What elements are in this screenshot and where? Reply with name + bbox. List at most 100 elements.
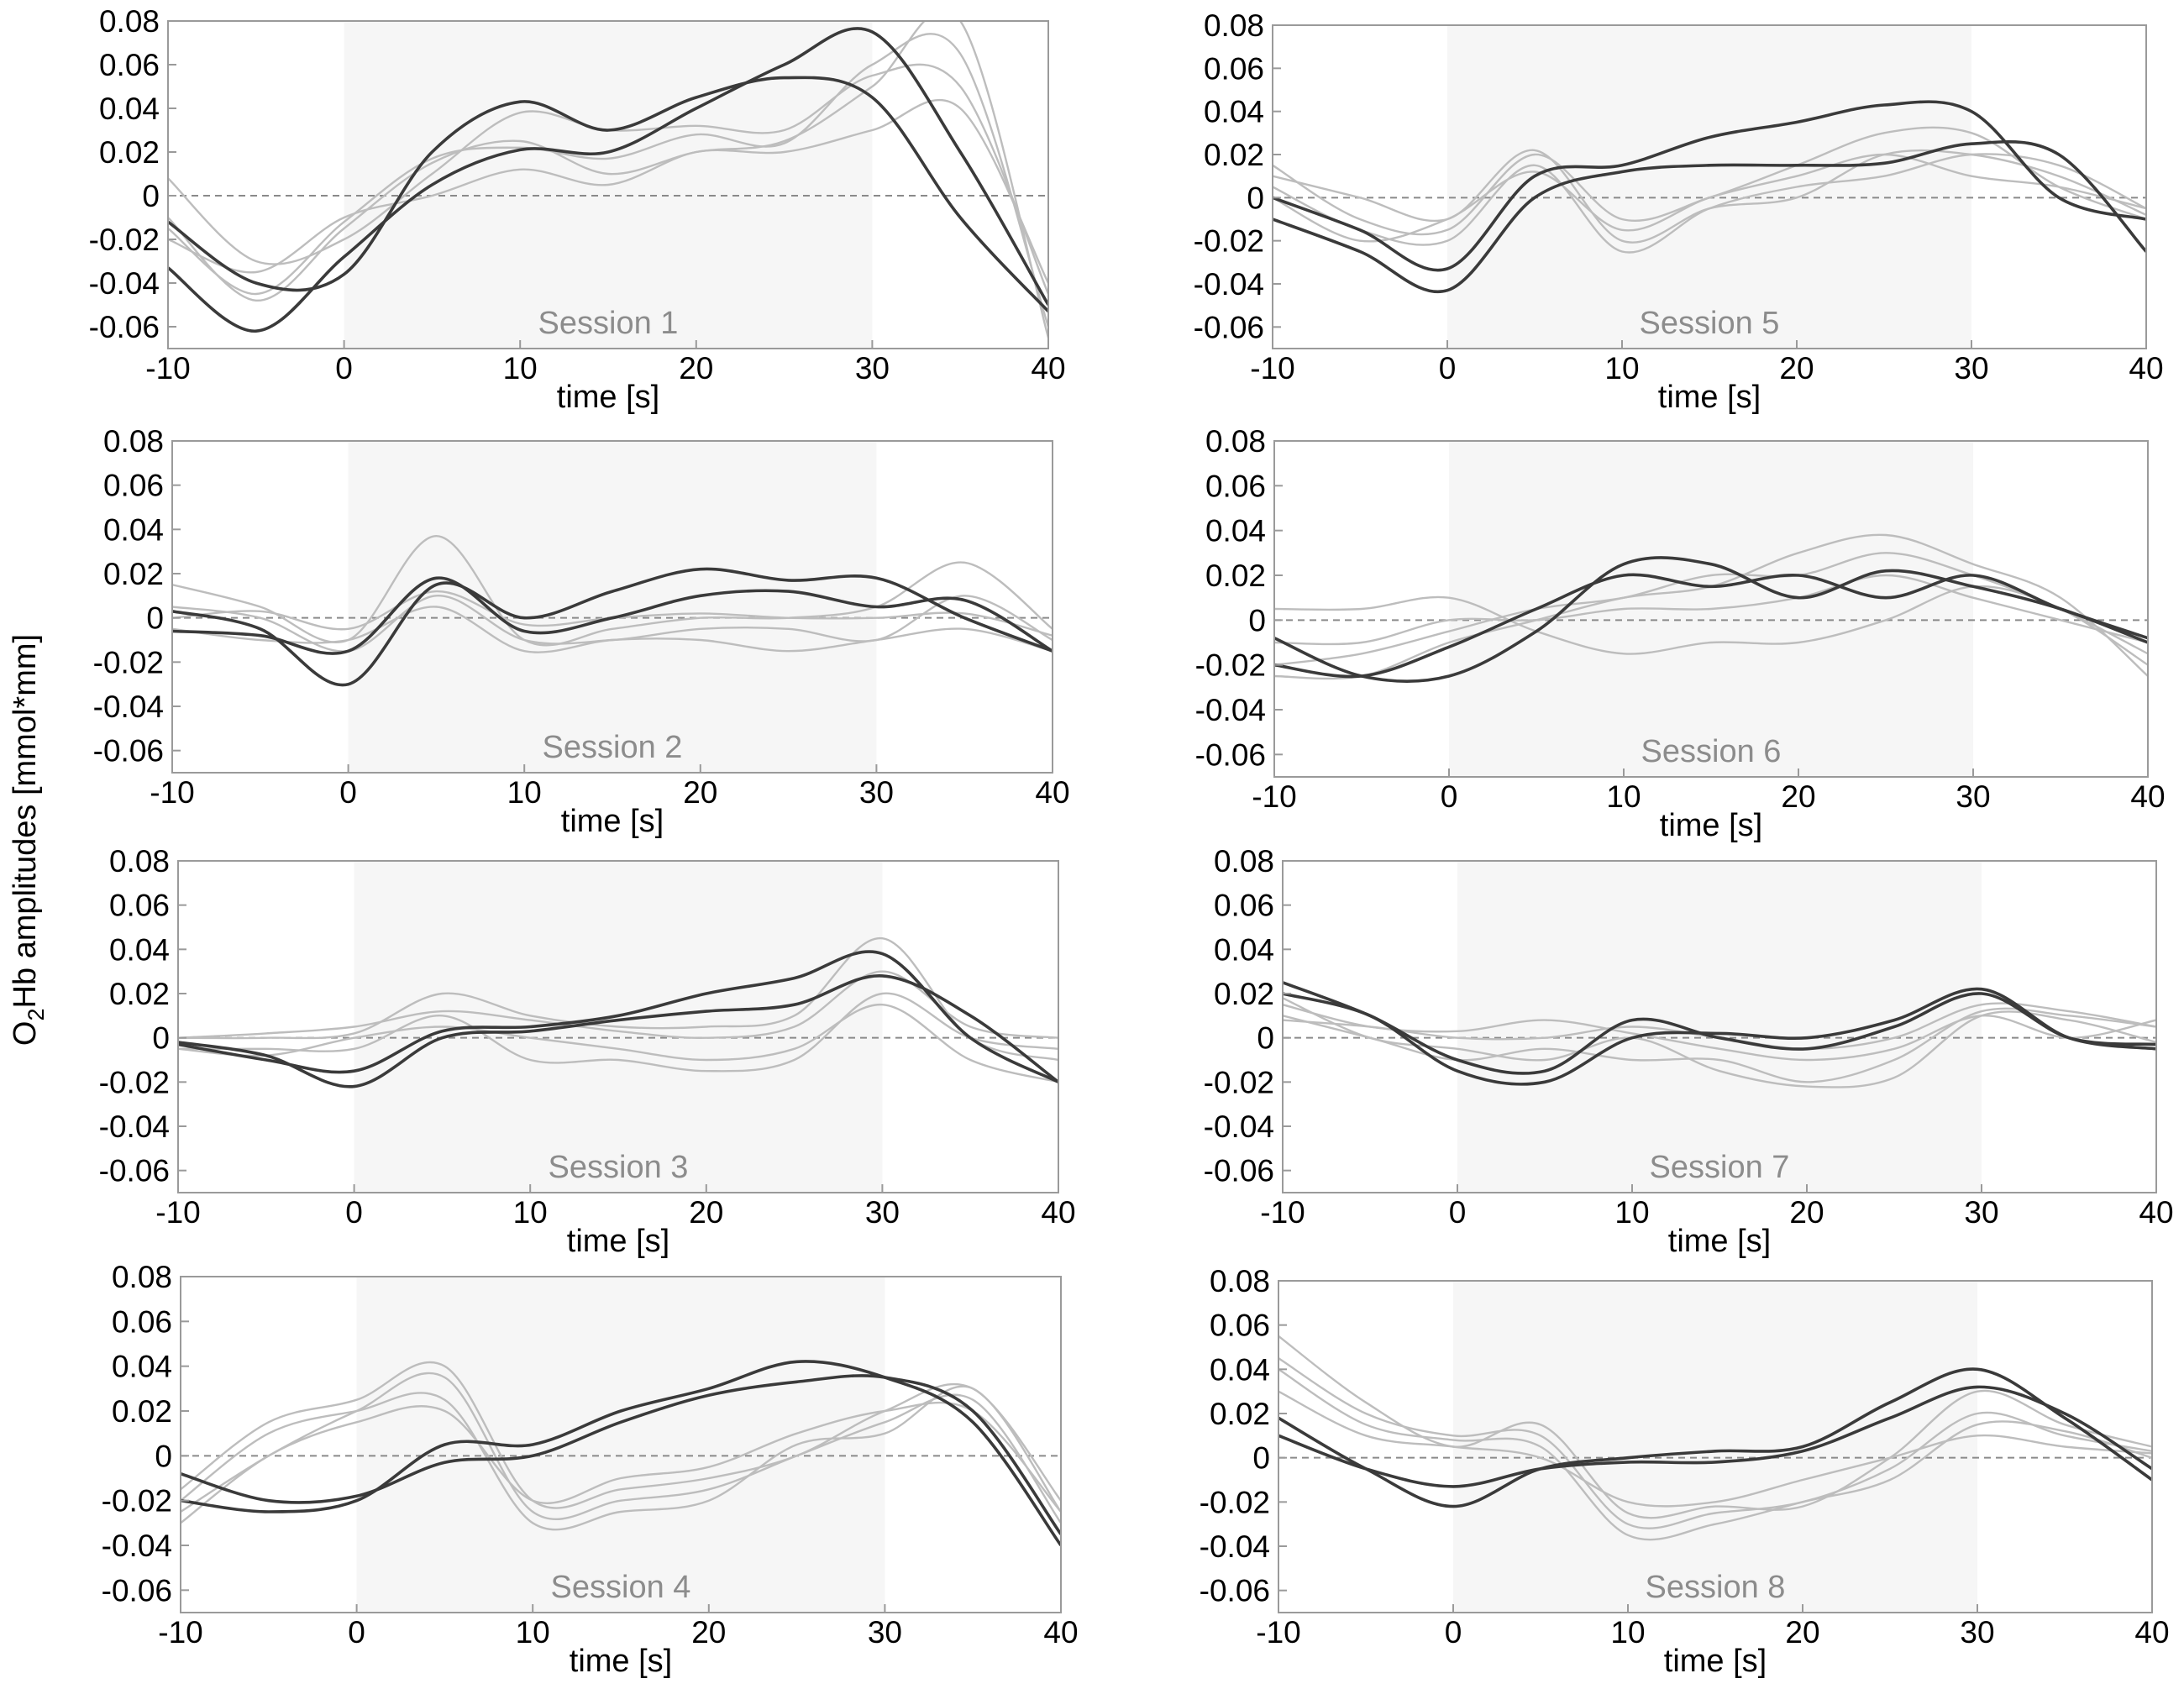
- y-tick-label: 0.02: [112, 1394, 172, 1429]
- y-tick-label: 0.04: [1214, 932, 1274, 967]
- series-line-light-3: [1274, 585, 2148, 666]
- y-tick-label: -0.02: [93, 645, 164, 679]
- y-axis-label: O2Hb amplitudes [mmol*mm]: [8, 634, 49, 1046]
- y-tick-label: 0.08: [99, 4, 160, 39]
- series-line-light-6: [1274, 574, 2148, 646]
- series-line-dark-1: [1283, 981, 2156, 1075]
- series-group: [168, 21, 1048, 338]
- y-tick-label: 0.04: [112, 1350, 172, 1384]
- series-line-light-5: [178, 1003, 1058, 1083]
- x-tick-label: 30: [865, 1195, 900, 1230]
- x-tick-label: 10: [516, 1615, 550, 1650]
- x-tick-label: 40: [1035, 775, 1069, 810]
- session-label: Session 3: [549, 1150, 689, 1185]
- x-tick-label: 0: [1439, 351, 1457, 386]
- series-line-dark-1: [172, 567, 1053, 687]
- y-tick-label: 0.02: [109, 977, 170, 1011]
- y-tick-label: 0.02: [103, 557, 164, 591]
- series-line-light-6: [1278, 1390, 2152, 1508]
- x-tick-label: -10: [158, 1615, 202, 1650]
- series-group: [1274, 533, 2148, 683]
- x-tick-label: 0: [1445, 1615, 1462, 1650]
- series-line-light-5: [172, 606, 1053, 653]
- y-tick-label: 0: [1257, 1021, 1274, 1056]
- y-tick-label: 0: [1247, 181, 1264, 215]
- y-tick-label: -0.06: [99, 1154, 170, 1188]
- x-tick-label: 20: [679, 351, 713, 386]
- y-tick-label: -0.06: [1200, 1574, 1270, 1608]
- x-tick-label: 10: [1614, 1195, 1649, 1230]
- y-tick-label: -0.06: [102, 1573, 172, 1608]
- y-tick-label: -0.02: [1195, 648, 1266, 683]
- panels: -0.06 -0.04 -0.02 0 0.02 0.04 0.06 0.08 -10 0 10 20…: [89, 4, 2174, 1679]
- y-tick-label: 0.02: [1204, 138, 1264, 172]
- y-tick-label: 0.06: [1210, 1309, 1270, 1343]
- series-line-dark-1: [181, 1360, 1061, 1547]
- series-line-light-3: [172, 535, 1053, 647]
- y-tick-label: -0.06: [89, 310, 160, 344]
- series-group: [181, 1360, 1061, 1547]
- stimulus-period-shade: [356, 1277, 885, 1613]
- session-label: Session 8: [1646, 1570, 1786, 1605]
- x-tick-label: 0: [339, 775, 357, 810]
- y-tick-label: -0.02: [89, 223, 160, 257]
- series-line-dark-2: [168, 27, 1048, 333]
- panel-session-2: -0.06 -0.04 -0.02 0 0.02 0.04 0.06 0.08 -10 0 10 20…: [93, 424, 1070, 839]
- series-group: [172, 535, 1053, 687]
- session-label: Session 2: [543, 730, 683, 765]
- series-line-light-5: [1273, 153, 2146, 254]
- plot-frame: [1272, 24, 2147, 349]
- x-tick-label: 40: [1031, 351, 1065, 386]
- series-line-dark-2: [1283, 987, 2156, 1086]
- stimulus-period-shade: [1457, 861, 1982, 1193]
- plot-frame: [180, 1276, 1062, 1613]
- x-tick-label: 20: [1781, 779, 1815, 814]
- x-tick-label: -10: [145, 351, 190, 386]
- y-tick-label: -0.04: [1195, 693, 1266, 727]
- y-tick-label: 0.06: [1205, 469, 1266, 503]
- series-group: [1278, 1335, 2152, 1541]
- y-axis-label-rest: Hb amplitudes [mmol*mm]: [8, 634, 43, 1009]
- y-tick-label: 0.08: [1204, 8, 1264, 43]
- series-line-light-5: [1278, 1368, 2152, 1541]
- y-tick-label: 0.06: [109, 889, 170, 923]
- x-tick-label: 10: [507, 775, 542, 810]
- x-tick-label: -10: [1250, 351, 1294, 386]
- y-tick-label: 0: [1248, 603, 1266, 637]
- panel-session-7: -0.06 -0.04 -0.02 0 0.02 0.04 0.06 0.08 -10 0 10 20…: [1204, 844, 2174, 1259]
- y-tick-label: 0.06: [1214, 889, 1274, 923]
- x-tick-label: 10: [1606, 779, 1641, 814]
- y-tick-label: 0.04: [1210, 1352, 1270, 1387]
- x-axis-label: time [s]: [561, 804, 664, 839]
- x-tick-label: -10: [1252, 779, 1296, 814]
- panel-session-3: -0.06 -0.04 -0.02 0 0.02 0.04 0.06 0.08 -10 0 10 20…: [99, 844, 1076, 1259]
- x-axis-label: time [s]: [1668, 1224, 1771, 1259]
- x-tick-label: 40: [2134, 1615, 2169, 1650]
- x-tick-label: 10: [1610, 1615, 1645, 1650]
- y-tick-label: 0.02: [1205, 559, 1266, 593]
- y-tick-label: -0.06: [1195, 737, 1266, 772]
- y-tick-label: 0: [1252, 1441, 1270, 1476]
- y-tick-label: 0.06: [99, 48, 160, 82]
- series-line-light-5: [1283, 997, 2156, 1088]
- series-group: [178, 936, 1058, 1088]
- stimulus-period-shade: [1453, 1281, 1977, 1613]
- plot-frame: [1278, 1280, 2153, 1613]
- y-tick-label: 0.02: [1214, 977, 1274, 1011]
- y-tick-label: -0.04: [102, 1529, 172, 1563]
- session-label: Session 5: [1640, 306, 1780, 341]
- series-line-light-3: [1278, 1335, 2152, 1519]
- stimulus-period-shade: [1447, 25, 1971, 349]
- series-line-dark-2: [1274, 573, 2148, 679]
- x-tick-label: -10: [1260, 1195, 1305, 1230]
- panel-session-4: -0.06 -0.04 -0.02 0 0.02 0.04 0.06 0.08 -10 0 10 20…: [102, 1260, 1079, 1679]
- plot-frame: [171, 440, 1053, 774]
- x-tick-label: 10: [513, 1195, 548, 1230]
- y-tick-label: 0.04: [99, 92, 160, 126]
- y-tick-label: 0.04: [103, 512, 164, 547]
- y-tick-label: -0.06: [1204, 1154, 1274, 1188]
- y-tick-label: -0.06: [1194, 310, 1264, 344]
- y-tick-label: -0.04: [1204, 1109, 1274, 1144]
- y-tick-label: 0.08: [1210, 1264, 1270, 1298]
